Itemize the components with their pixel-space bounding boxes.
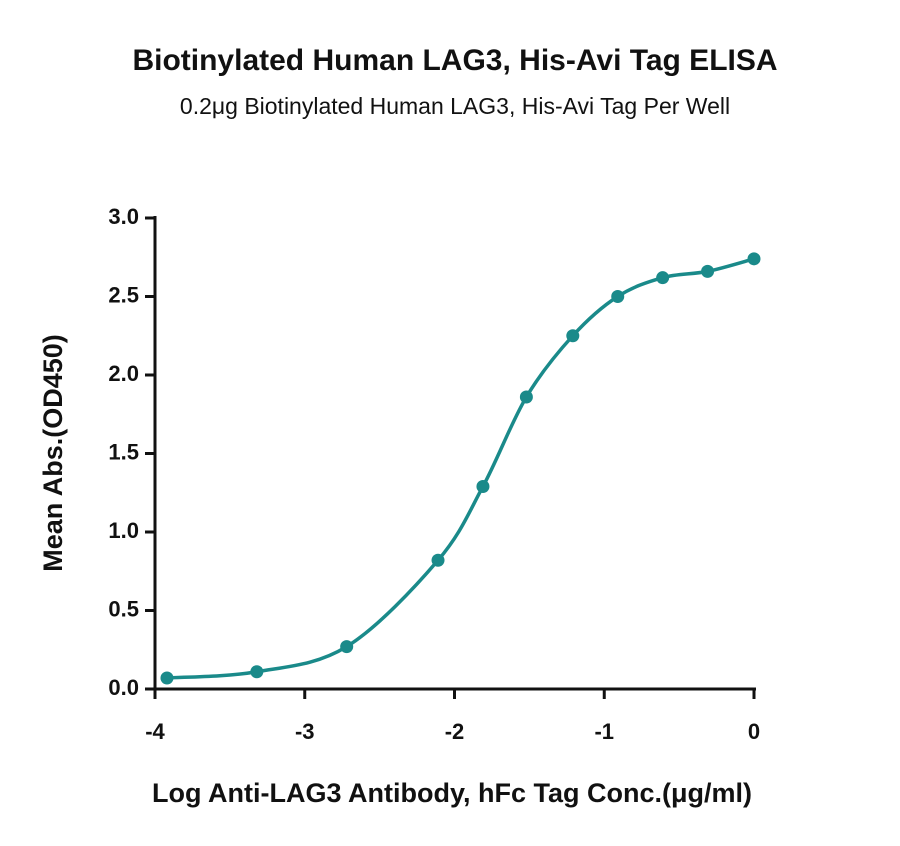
y-tick-label: 2.0 <box>108 361 139 386</box>
data-point <box>250 665 264 679</box>
data-point <box>160 671 174 685</box>
y-axis-label: Mean Abs.(OD450) <box>38 334 68 572</box>
chart-title: Biotinylated Human LAG3, His-Avi Tag ELI… <box>132 44 777 77</box>
y-tick-label: 1.5 <box>108 439 139 464</box>
data-point <box>701 264 715 278</box>
data-point <box>747 252 761 266</box>
data-point <box>566 329 580 343</box>
y-tick-label: 3.0 <box>108 204 139 229</box>
y-tick-label: 0.5 <box>108 596 139 621</box>
chart-subtitle: 0.2μg Biotinylated Human LAG3, His-Avi T… <box>180 93 730 119</box>
data-point <box>519 390 533 404</box>
y-tick-label: 1.0 <box>108 518 139 543</box>
data-point <box>476 479 490 493</box>
y-tick-label: 2.5 <box>108 282 139 307</box>
y-tick-label: 0.0 <box>108 675 139 700</box>
data-point <box>340 640 354 654</box>
x-tick-label: -2 <box>445 719 465 744</box>
fit-curve <box>166 257 755 680</box>
data-point <box>611 290 625 303</box>
x-tick-label: -3 <box>295 719 315 744</box>
x-tick-label: -1 <box>594 719 614 744</box>
x-tick-label: -4 <box>145 719 165 744</box>
data-point <box>656 271 670 285</box>
x-tick-label: 0 <box>748 719 760 744</box>
data-point <box>431 553 445 567</box>
x-axis-label: Log Anti-LAG3 Antibody, hFc Tag Conc.(μg… <box>152 778 752 808</box>
